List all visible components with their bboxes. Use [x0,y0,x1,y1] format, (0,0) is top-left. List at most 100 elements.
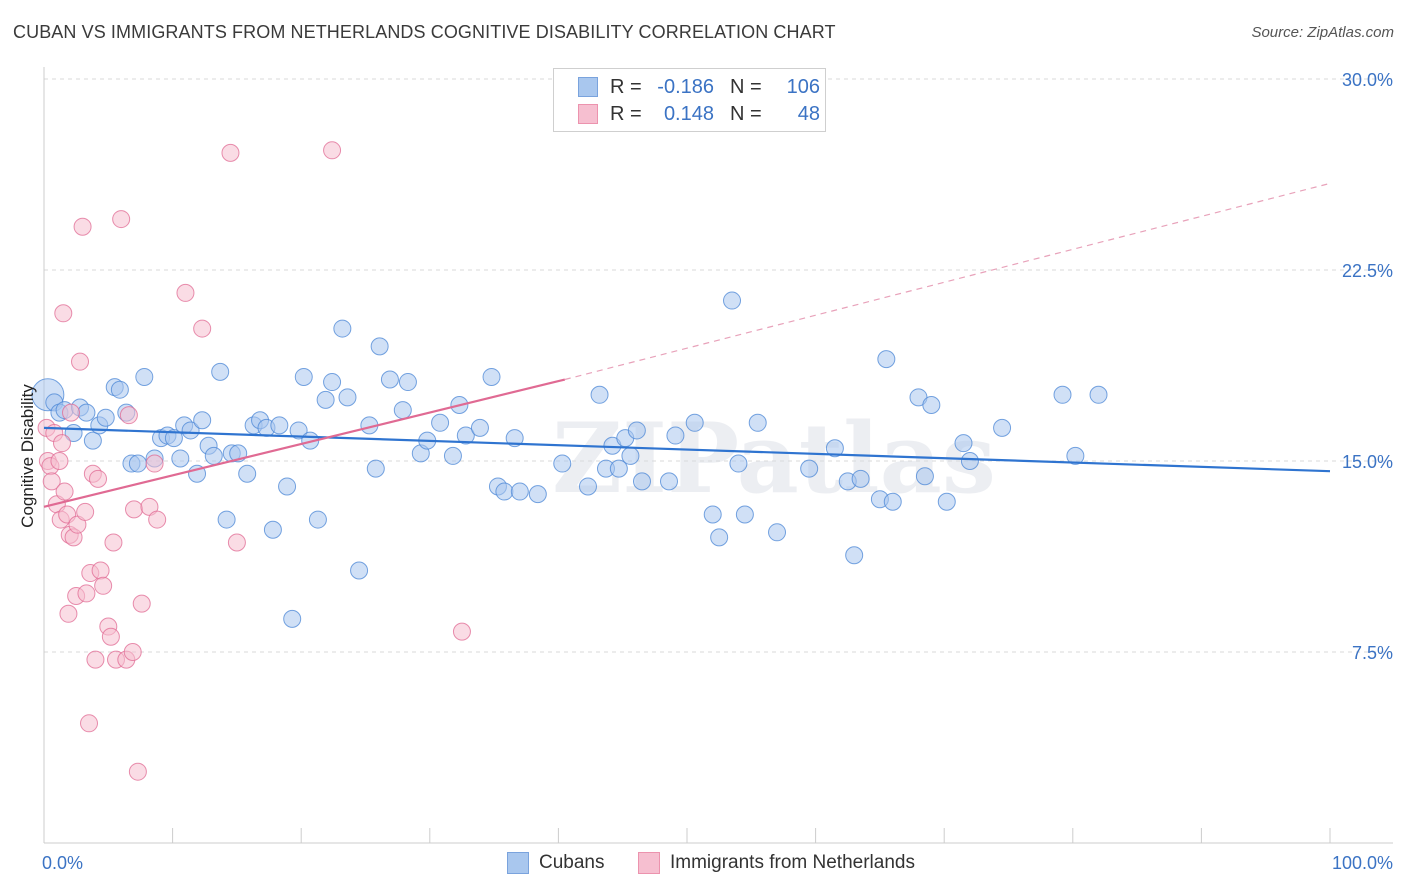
point-netherlands [53,434,72,453]
point-cubans [443,446,462,465]
point-netherlands [148,510,167,529]
point-cubans [993,418,1012,437]
source-credit: Source: ZipAtlas.com [1251,24,1394,41]
legend-n-value: 106 [786,75,820,98]
point-netherlands [176,283,195,302]
y-tick-label: 15.0% [1342,452,1393,472]
legend-row-netherlands: R = 0.148 N = 48 [578,101,820,127]
point-cubans [883,492,902,511]
point-cubans [710,528,729,547]
point-netherlands [42,472,61,491]
point-cubans [470,418,489,437]
point-cubans [294,367,313,386]
chart-title: CUBAN VS IMMIGRANTS FROM NETHERLANDS COG… [13,22,836,42]
point-cubans [308,510,327,529]
point-cubans [283,609,302,628]
point-cubans [135,367,154,386]
legend: R = -0.186 N = 106 R = 0.148 N = 48 [553,68,826,132]
point-cubans [735,505,754,524]
point-netherlands [193,319,212,338]
point-netherlands [94,576,113,595]
point-cubans [528,485,547,504]
point-cubans [211,362,230,381]
y-tick-label: 7.5% [1352,643,1393,663]
point-netherlands [112,210,131,229]
point-cubans [685,413,704,432]
point-cubans [632,472,651,491]
point-netherlands [59,604,78,623]
point-cubans [666,426,685,445]
y-tick-label: 30.0% [1342,70,1393,90]
point-cubans [316,390,335,409]
y-axis-label: Cognitive Disability [18,384,37,528]
point-cubans [83,431,102,450]
point-cubans [723,291,742,310]
point-cubans [398,373,417,392]
point-cubans [238,464,257,483]
tick-labels: 7.5% 15.0% 22.5% 30.0% 0.0% 100.0% [42,70,1393,873]
x-tick-label: 100.0% [1332,853,1393,873]
point-netherlands [227,533,246,552]
point-cubans [800,459,819,478]
legend-n-label: N = [730,75,762,98]
point-cubans [915,467,934,486]
point-cubans [128,454,147,473]
trend-line-netherlands [43,378,566,508]
point-cubans [96,408,115,427]
point-cubans [366,459,385,478]
point-netherlands [104,533,123,552]
series-label-cubans: Cubans [539,852,605,873]
point-cubans [110,380,129,399]
point-netherlands [73,217,92,236]
point-cubans [456,426,475,445]
legend-r-value: 0.148 [663,102,714,125]
point-cubans [181,421,200,440]
point-netherlands [80,714,99,733]
point-cubans [768,523,787,542]
point-cubans [578,477,597,496]
point-cubans [627,421,646,440]
point-cubans [954,434,973,453]
point-cubans [289,421,308,440]
point-netherlands [101,627,120,646]
point-cubans [729,454,748,473]
point-cubans [748,413,767,432]
point-cubans [495,482,514,501]
point-cubans [553,454,572,473]
point-netherlands [50,452,69,470]
point-netherlands [128,762,147,781]
point-cubans [164,429,183,448]
data-points [31,141,1108,781]
point-cubans [825,439,844,458]
point-netherlands [71,352,90,371]
trend-line-cubans [43,426,1331,473]
point-cubans [171,449,190,468]
point-netherlands [77,584,96,603]
series-legend-cubans[interactable]: Cubans [507,852,605,874]
point-netherlands [132,594,151,613]
point-cubans [393,401,412,420]
point-netherlands [125,500,144,519]
point-cubans [338,388,357,407]
point-cubans [333,319,352,338]
point-netherlands [145,454,164,473]
point-netherlands [323,141,342,160]
point-netherlands [123,643,142,661]
point-cubans [323,373,342,392]
point-cubans [609,459,628,478]
point-cubans [1089,385,1108,404]
point-cubans [937,492,956,511]
point-cubans [510,482,529,501]
point-cubans [590,385,609,404]
point-netherlands [91,561,110,580]
point-netherlands [62,403,81,422]
series-label-netherlands: Immigrants from Netherlands [670,852,915,873]
series-swatch-cubans [507,852,529,874]
point-cubans [370,337,389,356]
point-netherlands [86,650,105,669]
point-cubans [350,561,369,580]
series-legend-netherlands[interactable]: Immigrants from Netherlands [638,852,915,874]
point-cubans [1053,385,1072,404]
point-cubans [703,505,722,524]
